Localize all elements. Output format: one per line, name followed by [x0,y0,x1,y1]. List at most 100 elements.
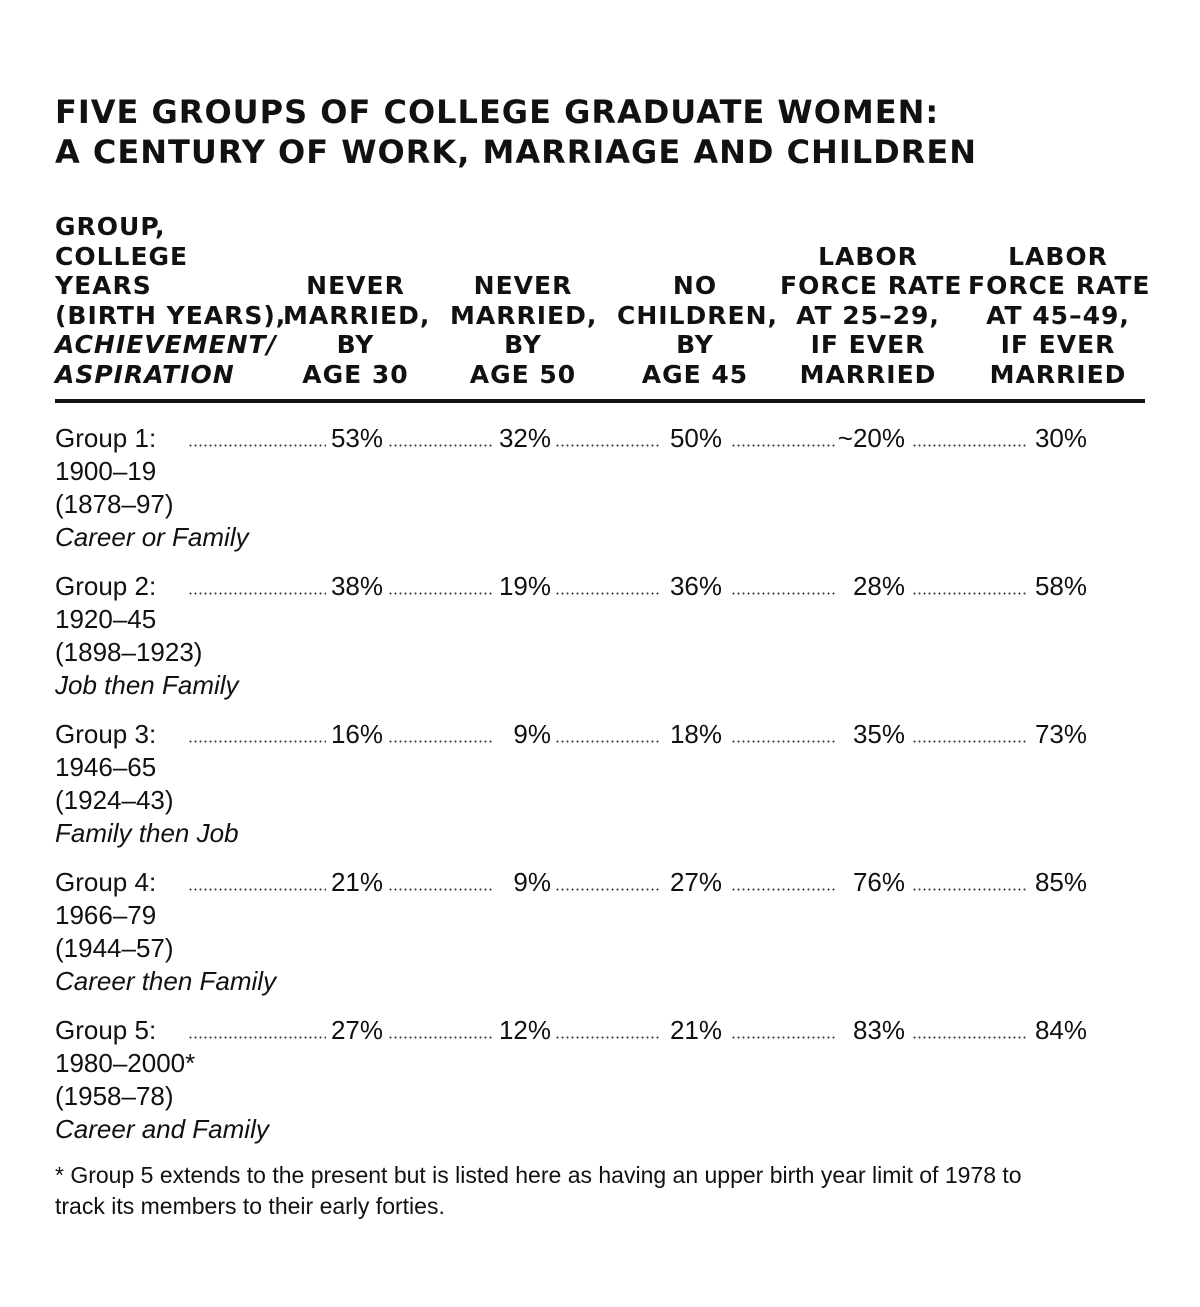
row-group-name: Group 3: [55,719,157,749]
header-line: AGE 50 [469,359,577,389]
leader-dots [731,888,836,891]
cell-no-children-45: 21% [669,1015,722,1045]
row-college-years: 1920–45 [55,604,157,634]
cell-labor-45-49: 58% [1034,571,1087,601]
row-label: Group 4: 1966–79 (1944–57) Career then Fami… [55,866,276,998]
row-label: Group 2: 1920–45 (1898–1923) Job then Famil… [55,570,239,702]
table-row: Group 4: 1966–79 (1944–57) Career then Fami… [0,866,1200,1014]
header-line: (BIRTH YEARS), [55,300,287,330]
column-header-no-children-45: NO CHILDREN, BY AGE 45 [617,271,777,389]
header-line: GROUP, [55,212,166,241]
header-line: IF EVER [1000,330,1116,359]
cell-labor-45-49: 84% [1034,1015,1087,1045]
leader-dots [555,740,659,743]
header-line: MARRIED, [283,300,431,330]
leader-dots [731,1036,836,1039]
leader-dots [388,740,492,743]
column-header-never-married-50: NEVER MARRIED, BY AGE 50 [450,271,596,389]
cell-no-children-45: 27% [669,867,722,897]
leader-dots [555,1036,659,1039]
cell-no-children-45: 36% [669,571,722,601]
cell-labor-45-49: 85% [1034,867,1087,897]
title-line-2: A CENTURY OF WORK, MARRIAGE AND CHILDREN [55,133,977,171]
cell-labor-25-29: ~20% [837,423,905,453]
cell-never-married-30: 53% [330,423,383,453]
leader-dots [188,740,326,743]
header-line: MARRIED [989,359,1127,389]
leader-dots [188,888,326,891]
row-label: Group 3: 1946–65 (1924–43) Family then Job [55,718,239,850]
header-line: MARRIED [799,359,937,389]
header-line: COLLEGE [55,241,189,271]
row-aspiration: Job then Family [55,670,239,700]
column-header-labor-45-49: LABOR FORCE RATE AT 45–49, IF EVER MARRI… [968,241,1151,390]
header-line: BY [504,330,542,359]
cell-never-married-50: 32% [498,423,551,453]
header-line: BY [676,330,714,359]
header-line: NEVER [473,271,573,300]
leader-dots [555,444,659,447]
leader-dots [555,888,659,891]
header-line: BY [336,330,375,359]
header-line: AT 45–49, [986,300,1130,330]
cell-labor-25-29: 76% [852,867,905,897]
row-label: Group 5: 1980–2000* (1958–78) Career and Fa… [55,1014,269,1146]
cell-never-married-50: 9% [513,719,551,749]
header-line: NEVER [306,271,405,300]
header-line-italic: ASPIRATION [55,359,235,389]
footnote-line-2: track its members to their early forties… [55,1193,445,1219]
row-aspiration: Career and Family [55,1114,269,1144]
header-line: AGE 45 [641,359,749,389]
row-aspiration: Career then Family [55,966,277,996]
cell-labor-45-49: 73% [1034,719,1087,749]
leader-dots [912,444,1026,447]
leader-dots [731,444,836,447]
row-label: Group 1: 1900–19 (1878–97) Career or Family [55,422,249,554]
row-group-name: Group 2: [55,571,157,601]
cell-labor-25-29: 83% [852,1015,905,1045]
column-header-group: GROUP, COLLEGE YEARS (BIRTH YEARS), ACHI… [55,212,285,389]
table-row: Group 5: 1980–2000* (1958–78) Career and Fa… [0,1014,1200,1162]
header-line: LABOR [818,241,918,271]
table-row: Group 3: 1946–65 (1924–43) Family then Job 1… [0,718,1200,866]
header-line: NO [672,271,718,300]
row-birth-years: (1944–57) [55,933,174,963]
row-aspiration: Family then Job [55,818,239,848]
cell-labor-45-49: 30% [1034,423,1087,453]
cell-never-married-50: 9% [513,867,551,897]
leader-dots [912,592,1026,595]
header-rule [55,399,1145,403]
leader-dots [388,888,492,891]
cell-never-married-50: 12% [498,1015,551,1045]
header-line: FORCE RATE [968,271,1151,300]
row-college-years: 1946–65 [55,752,157,782]
row-birth-years: (1924–43) [55,785,174,815]
row-college-years: 1900–19 [55,456,157,486]
footnote: * Group 5 extends to the present but is … [55,1160,1155,1222]
cell-never-married-30: 21% [330,867,383,897]
row-birth-years: (1878–97) [55,489,174,519]
header-line: AGE 30 [302,359,409,389]
leader-dots [188,1036,326,1039]
header-line: MARRIED, [450,300,598,330]
title-line-1: FIVE GROUPS OF COLLEGE GRADUATE WOMEN: [55,93,940,131]
row-aspiration: Career or Family [55,522,249,552]
row-college-years: 1966–79 [55,900,157,930]
leader-dots [188,444,326,447]
row-group-name: Group 5: [55,1015,157,1045]
row-college-years: 1980–2000* [55,1048,196,1078]
cell-no-children-45: 18% [669,719,722,749]
leader-dots [912,1036,1026,1039]
leader-dots [388,444,492,447]
column-header-never-married-30: NEVER MARRIED, BY AGE 30 [283,271,431,389]
column-header-labor-25-29: LABOR FORCE RATE AT 25–29, IF EVER MARRI… [780,241,963,390]
row-group-name: Group 1: [55,423,157,453]
header-line: FORCE RATE [780,271,963,300]
header-line: LABOR [1008,241,1108,271]
leader-dots [731,740,836,743]
header-line: AT 25–29, [796,300,940,330]
cell-labor-25-29: 28% [852,571,905,601]
leader-dots [388,1036,492,1039]
cell-labor-25-29: 35% [852,719,905,749]
